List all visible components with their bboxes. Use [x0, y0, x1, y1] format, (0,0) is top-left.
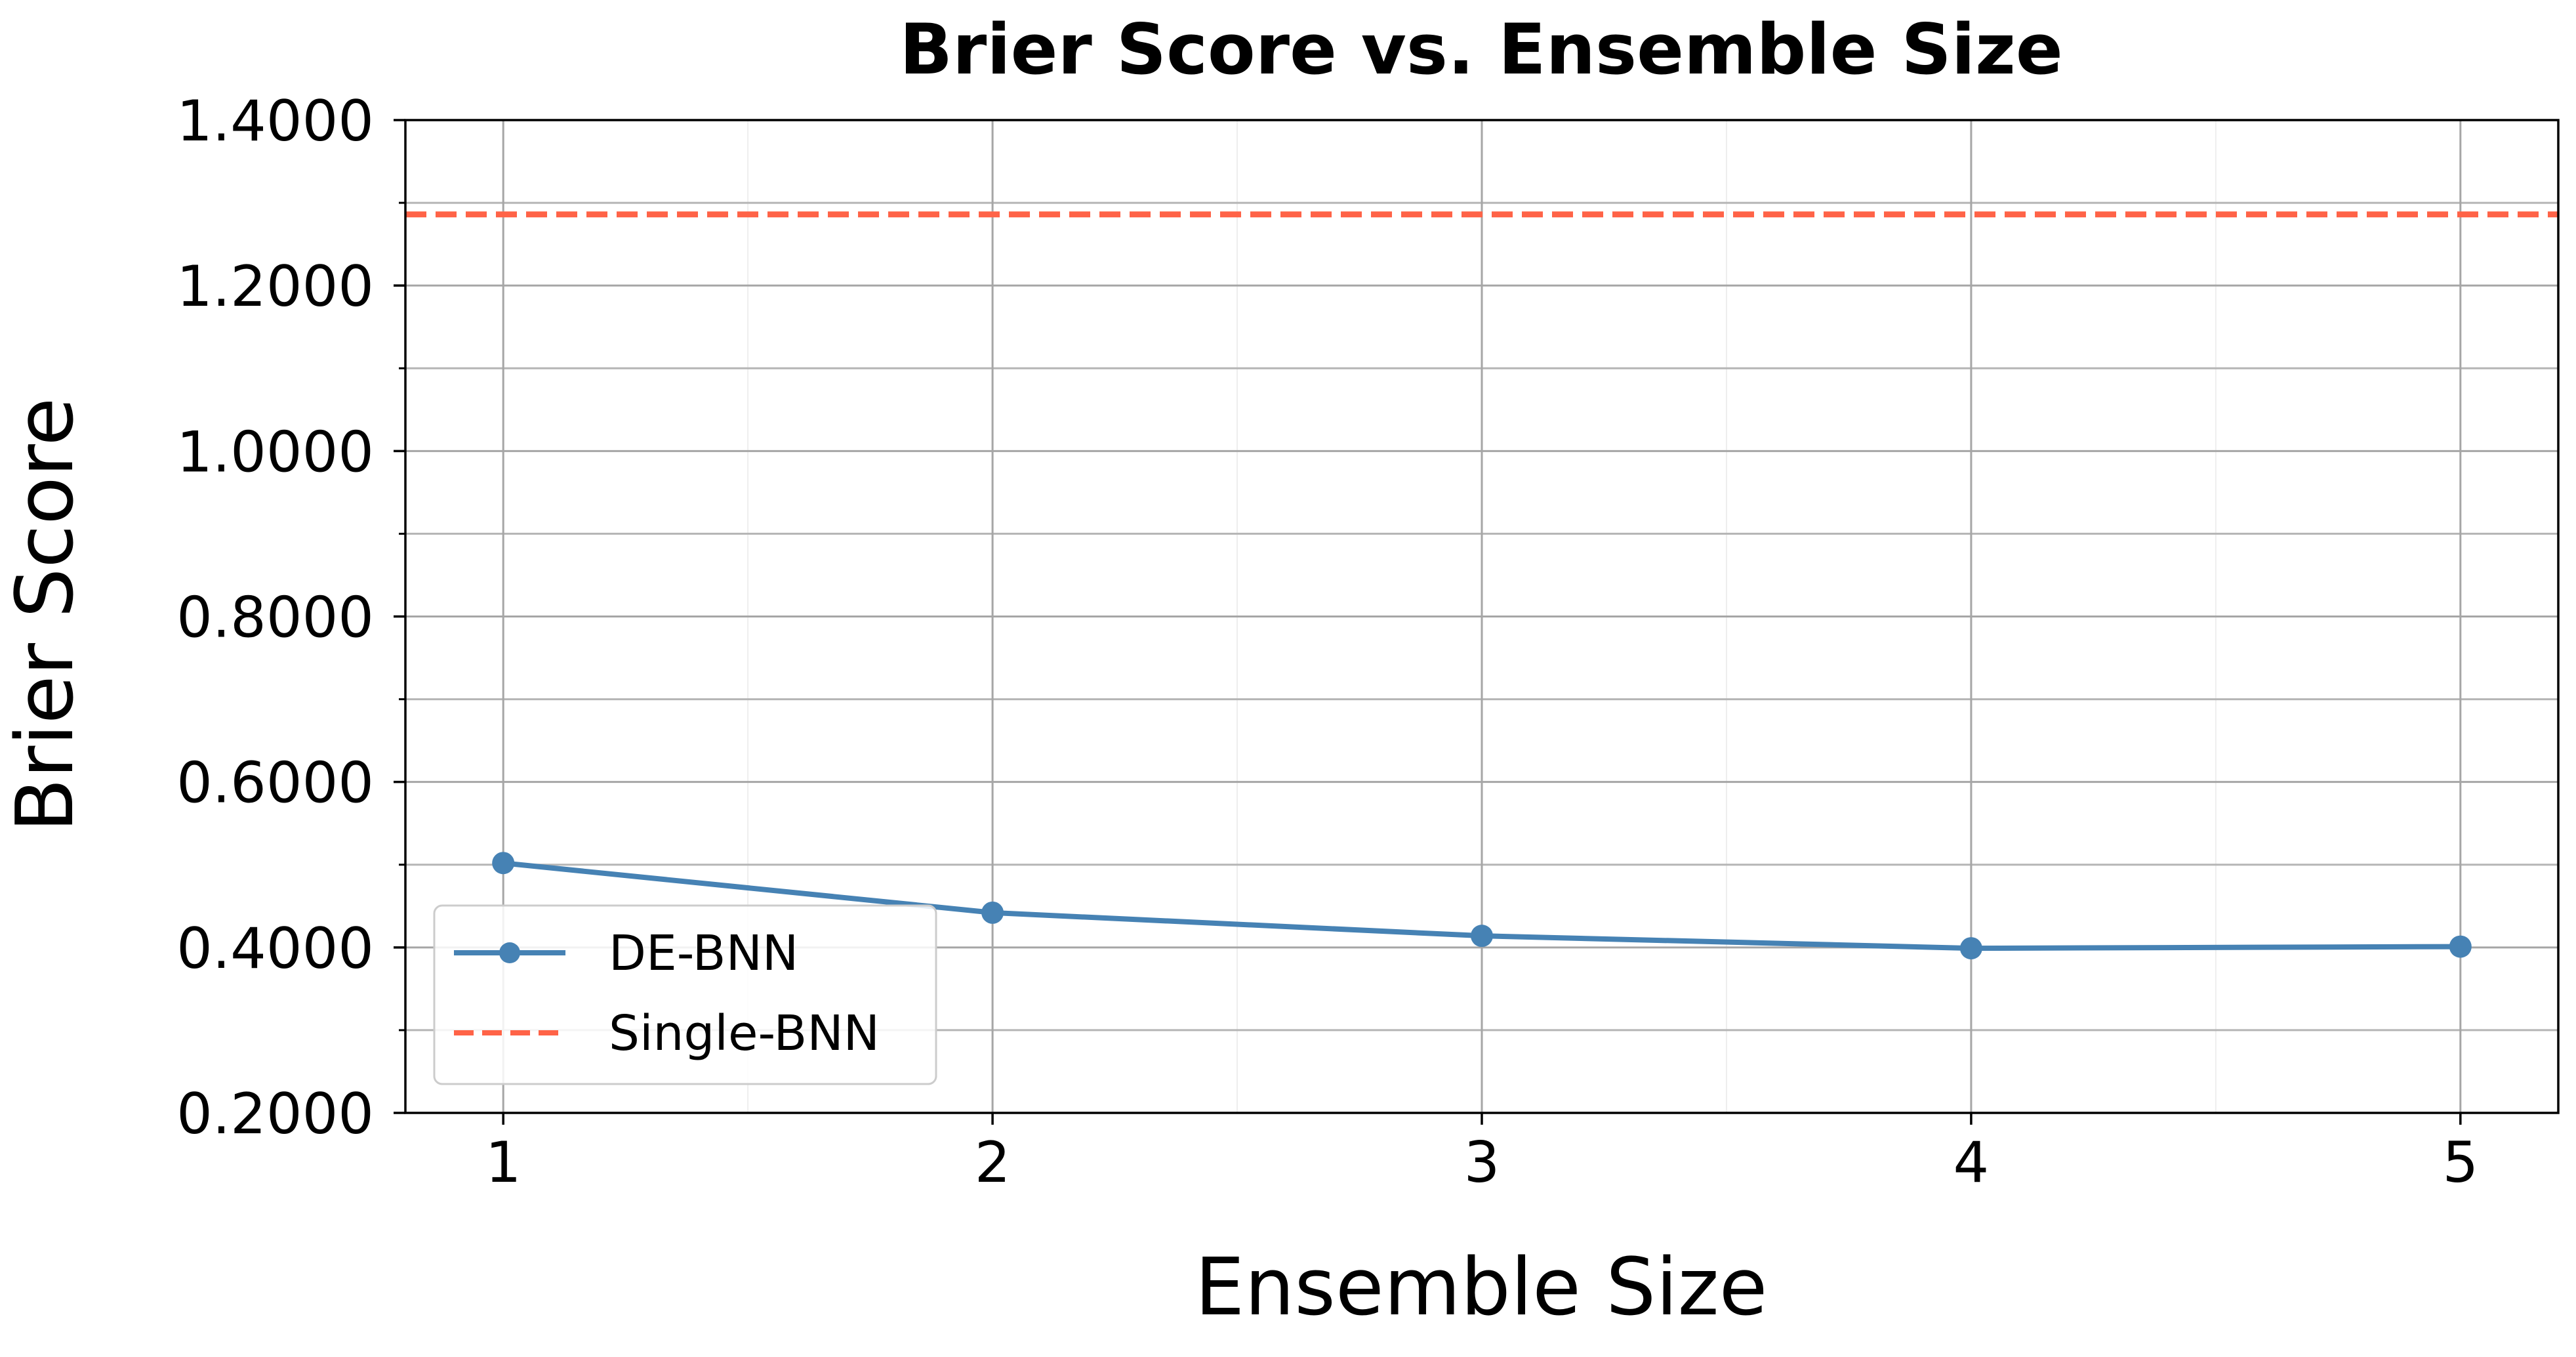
- y-tick-label: 1.4000: [176, 89, 374, 154]
- x-tick-label: 4: [1953, 1130, 1990, 1196]
- y-tick-label: 0.2000: [176, 1081, 374, 1147]
- x-tick-label: 3: [1464, 1130, 1500, 1196]
- de-bnn-point: [981, 901, 1004, 924]
- y-tick-label: 1.0000: [176, 419, 374, 485]
- x-axis-label: Ensemble Size: [1195, 1242, 1768, 1333]
- x-tick-label: 1: [485, 1130, 521, 1196]
- de-bnn-point: [1959, 937, 1982, 960]
- y-tick-label: 1.2000: [176, 254, 374, 320]
- y-tick-label: 0.4000: [176, 916, 374, 982]
- y-tick-label: 0.8000: [176, 585, 374, 651]
- chart-title: Brier Score vs. Ensemble Size: [899, 9, 2062, 90]
- legend-label-de-bnn: DE-BNN: [609, 925, 798, 982]
- legend-label-single-bnn: Single-BNN: [609, 1005, 880, 1062]
- series-layer: [405, 211, 2558, 960]
- x-tick-label: 2: [975, 1130, 1011, 1196]
- legend: DE-BNN Single-BNN: [433, 904, 937, 1085]
- de-bnn-point: [492, 852, 515, 875]
- legend-swatch-de-bnn-marker: [499, 942, 520, 963]
- de-bnn-point: [2449, 935, 2472, 958]
- de-bnn-point: [1471, 925, 1493, 948]
- x-tick-label: 5: [2442, 1130, 2478, 1196]
- axes-layer: 1 2 3 4 5 0.2000 0.4000 0.6000 0.8000 1.0000 1.200…: [176, 89, 2560, 1196]
- y-tick-label: 0.6000: [176, 751, 374, 816]
- y-axis-label: Brier Score: [0, 398, 91, 832]
